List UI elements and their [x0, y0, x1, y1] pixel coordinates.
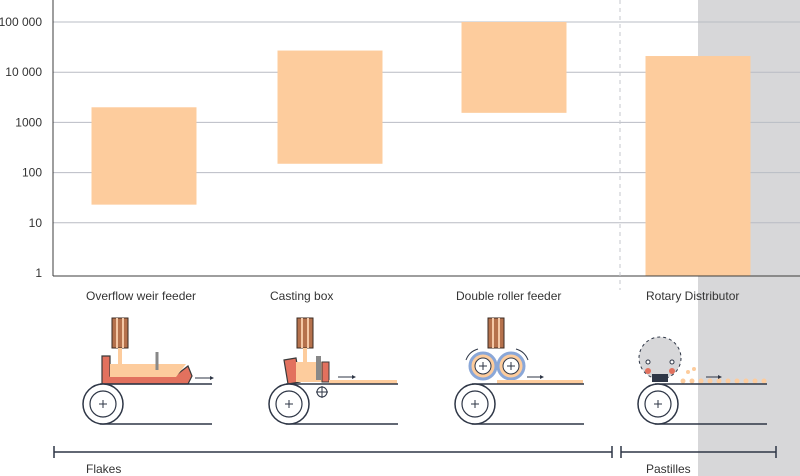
range-chart: 1 10 100 1000 10 000 100 000: [0, 0, 800, 290]
group-label-flakes: Flakes: [86, 462, 122, 476]
category-label-double-roller-feeder: Double roller feeder: [456, 289, 562, 303]
group-label-pastilles: Pastilles: [646, 462, 691, 476]
y-tick-label: 10 000: [5, 65, 42, 79]
overflow-weir-feeder-illustration: [82, 317, 214, 425]
category-label-casting-box: Casting box: [270, 289, 334, 303]
y-tick-label: 1: [35, 266, 42, 280]
y-tick-labels: 1 10 100 1000 10 000 100 000: [0, 15, 42, 280]
y-tick-label: 10: [29, 216, 43, 230]
double-roller-feeder-illustration: [454, 317, 584, 425]
casting-box-illustration: [268, 317, 398, 425]
bar-rotary-distributor: [645, 56, 751, 276]
category-label-overflow-weir-feeder: Overflow weir feeder: [86, 289, 197, 303]
bar-casting-box: [277, 50, 383, 164]
bars: [91, 22, 751, 276]
flakes-bracket: [53, 446, 613, 458]
y-tick-label: 100: [22, 166, 42, 180]
y-tick-label: 1000: [15, 115, 42, 129]
bar-double-roller-feeder: [461, 22, 567, 113]
bar-overflow-weir-feeder: [91, 107, 197, 205]
y-tick-label: 100 000: [0, 15, 42, 29]
category-label-rotary-distributor: Rotary Distributor: [646, 289, 740, 303]
